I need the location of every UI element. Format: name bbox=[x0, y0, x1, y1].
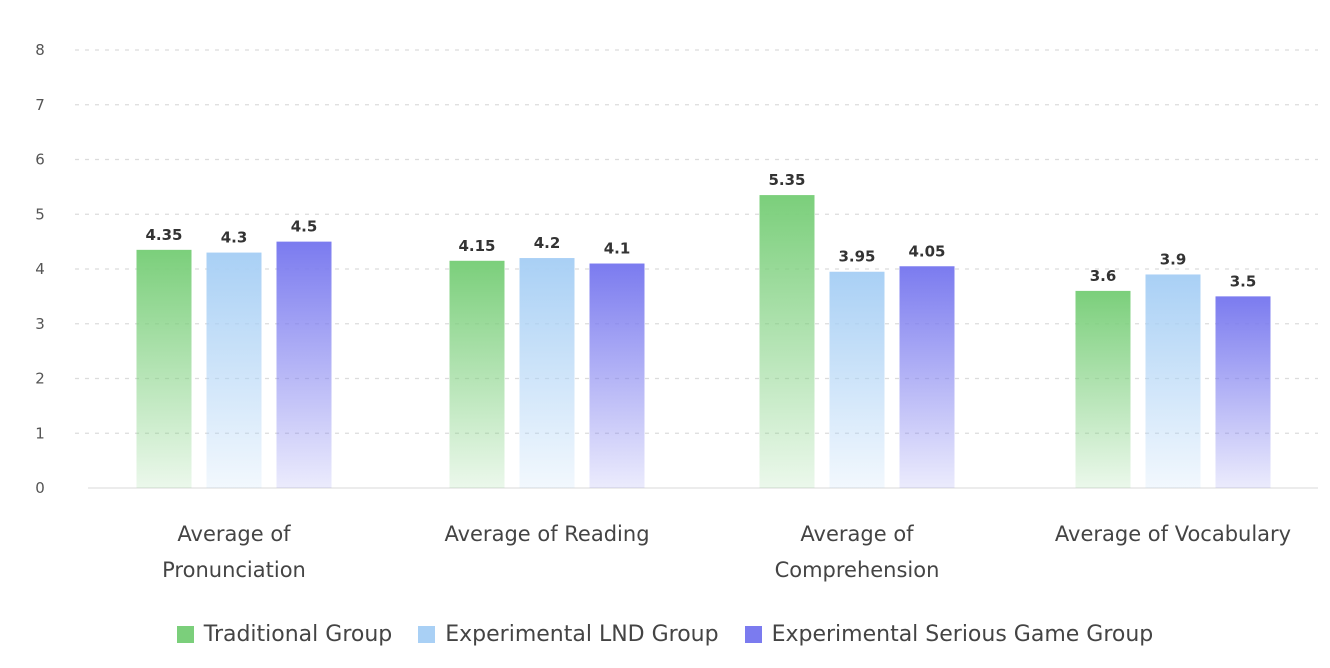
bar bbox=[519, 258, 575, 488]
y-tick-label: 8 bbox=[35, 41, 45, 59]
data-label: 4.1 bbox=[604, 240, 631, 258]
bar bbox=[1215, 296, 1271, 488]
data-label: 4.15 bbox=[458, 237, 495, 255]
legend-item-serious-game[interactable]: Experimental Serious Game Group bbox=[744, 622, 1154, 647]
y-tick-label: 6 bbox=[35, 151, 45, 169]
x-category-label: Comprehension bbox=[775, 558, 940, 582]
bar bbox=[1075, 290, 1131, 488]
data-label: 4.3 bbox=[221, 229, 248, 247]
y-tick-label: 0 bbox=[35, 479, 45, 497]
bar bbox=[589, 263, 645, 488]
data-label: 3.9 bbox=[1160, 250, 1187, 268]
bar bbox=[206, 252, 262, 488]
legend-swatch-traditional bbox=[176, 626, 194, 643]
y-tick-label: 4 bbox=[35, 260, 45, 278]
bar bbox=[899, 266, 955, 488]
data-label: 3.5 bbox=[1230, 272, 1257, 290]
legend-swatch-serious-game bbox=[744, 626, 762, 643]
bar bbox=[1145, 274, 1201, 488]
y-tick-label: 2 bbox=[35, 370, 45, 388]
legend: Traditional Group Experimental LND Group… bbox=[0, 622, 1330, 647]
x-category-label: Average of Vocabulary bbox=[1055, 522, 1291, 546]
legend-label-serious-game: Experimental Serious Game Group bbox=[771, 622, 1154, 647]
data-label: 3.95 bbox=[838, 248, 875, 266]
legend-item-traditional[interactable]: Traditional Group bbox=[176, 622, 393, 647]
data-label: 4.5 bbox=[291, 218, 318, 236]
legend-item-lnd[interactable]: Experimental LND Group bbox=[418, 622, 719, 647]
y-tick-label: 1 bbox=[35, 424, 45, 442]
bar bbox=[276, 241, 332, 488]
data-label: 4.2 bbox=[534, 234, 561, 252]
bar-chart: 0 1 2 3 4 5 6 7 8 4.35 4.15 5.35 3.6 4.3 4.2 3.95 3.9 4.5… bbox=[35, 41, 1318, 582]
data-label: 5.35 bbox=[768, 171, 805, 189]
bar bbox=[136, 249, 192, 488]
bar bbox=[449, 260, 505, 488]
x-category-label: Average of Reading bbox=[444, 522, 649, 546]
data-label: 3.6 bbox=[1090, 267, 1117, 285]
data-label: 4.05 bbox=[908, 242, 945, 260]
bar bbox=[829, 271, 885, 488]
legend-swatch-lnd bbox=[418, 626, 436, 643]
legend-label-lnd: Experimental LND Group bbox=[445, 622, 719, 647]
x-category-label: Average of bbox=[177, 522, 291, 546]
y-tick-label: 3 bbox=[35, 315, 45, 333]
bar bbox=[759, 195, 815, 488]
x-category-label: Average of bbox=[800, 522, 914, 546]
y-tick-label: 7 bbox=[35, 96, 45, 114]
data-label: 4.35 bbox=[145, 226, 182, 244]
y-tick-label: 5 bbox=[35, 205, 45, 223]
legend-label-traditional: Traditional Group bbox=[203, 622, 393, 647]
x-category-label: Pronunciation bbox=[162, 558, 306, 582]
